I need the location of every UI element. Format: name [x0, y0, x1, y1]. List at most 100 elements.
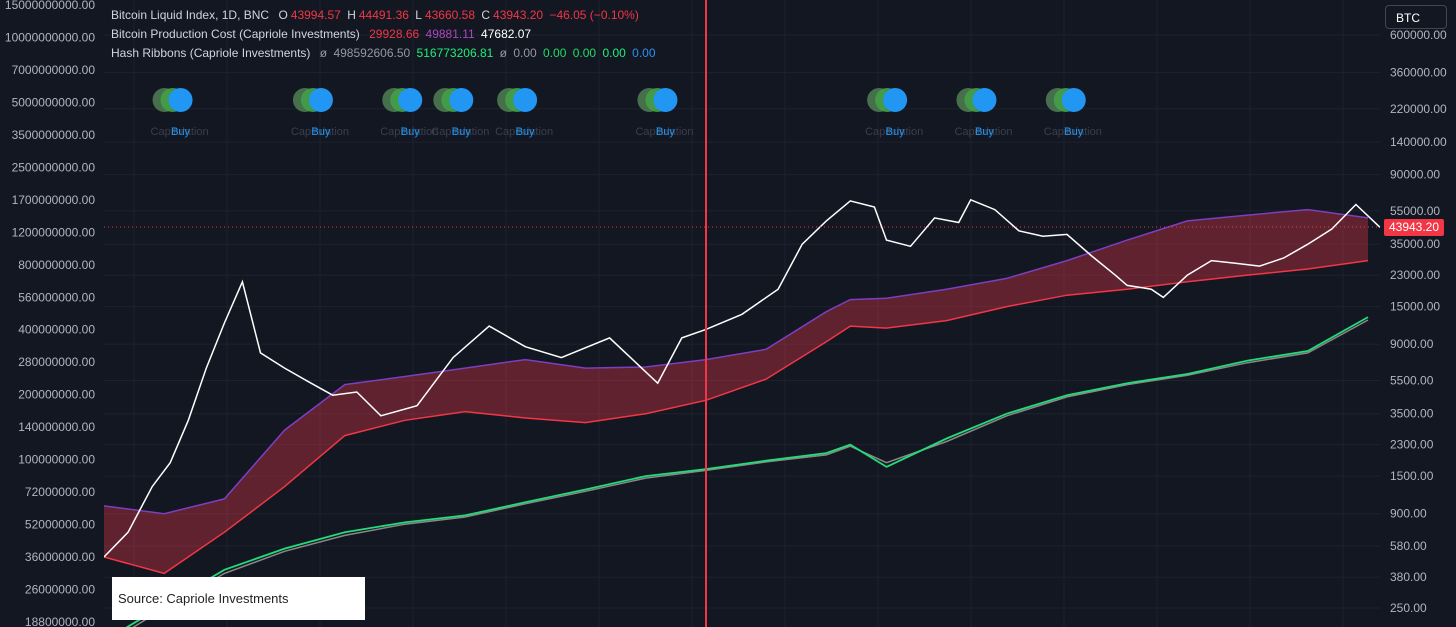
right-axis-tick: 1500.00 — [1390, 469, 1434, 483]
right-axis-tick: 580.00 — [1390, 539, 1427, 553]
left-axis-tick: 18800000.00 — [25, 615, 95, 627]
high-value: 44491.36 — [358, 8, 409, 22]
legend-row-production[interactable]: Bitcoin Production Cost (Capriole Invest… — [111, 25, 659, 44]
high-label: H — [347, 8, 356, 22]
capitulation-label: Capitulation — [635, 126, 693, 138]
buy-dot — [449, 88, 474, 112]
right-axis-tick: 250.00 — [1390, 601, 1427, 615]
close-label: C — [481, 8, 491, 22]
buy-label: Buy — [886, 126, 905, 138]
production-v1: 29928.66 — [369, 27, 420, 41]
open-label: O — [278, 8, 288, 22]
right-axis-tick: 90000.00 — [1390, 168, 1440, 182]
right-axis-tick: 55000.00 — [1390, 204, 1440, 218]
left-axis-tick: 3500000000.00 — [12, 128, 96, 142]
capitulation-label: Capitulation — [1044, 126, 1102, 138]
hash-sym1: ø — [319, 46, 328, 60]
right-axis-tick: 2300.00 — [1390, 438, 1434, 452]
buy-label: Buy — [171, 126, 190, 138]
price-series — [103, 198, 1381, 558]
left-axis-tick: 10000000000.00 — [5, 30, 95, 44]
buy-dot — [168, 88, 193, 112]
left-axis-tick: 5000000000.00 — [12, 95, 96, 109]
left-axis-tick: 280000000.00 — [18, 355, 95, 369]
hash-v7: 0.00 — [632, 46, 656, 60]
capitulation-label: Capitulation — [151, 126, 209, 138]
right-axis-tick: 900.00 — [1390, 507, 1427, 521]
right-axis-tick: 380.00 — [1390, 570, 1427, 584]
buy-dot — [653, 88, 678, 112]
left-price-axis[interactable]: 15000000000.00 10000000000.00 7000000000.0… — [0, 0, 104, 627]
last-price-tag: 43943.20 — [1384, 219, 1444, 236]
chart-legend: Bitcoin Liquid Index, 1D, BNC O 43994.57 … — [111, 6, 659, 63]
left-axis-tick: 26000000.00 — [25, 583, 95, 597]
left-axis-tick: 200000000.00 — [18, 388, 95, 402]
left-axis-tick: 72000000.00 — [25, 485, 95, 499]
hash-name: Hash Ribbons (Capriole Investments) — [111, 46, 311, 60]
right-axis-tick: 15000.00 — [1390, 300, 1440, 314]
right-axis-tick: 9000.00 — [1390, 337, 1434, 351]
right-axis-tick: 600000.00 — [1390, 28, 1447, 42]
capitulation-label: Capitulation — [495, 126, 553, 138]
source-label: Source: Capriole Investments — [112, 577, 365, 620]
buy-dot — [1061, 88, 1086, 112]
right-axis-tick: 5500.00 — [1390, 373, 1434, 387]
capitulation-label: Capitulation — [954, 126, 1012, 138]
buy-label: Buy — [401, 126, 420, 138]
buy-dot — [513, 88, 538, 112]
capitulation-label: Capitulation — [865, 126, 923, 138]
hash-fast-line — [125, 316, 1369, 627]
left-axis-tick: 1200000000.00 — [12, 225, 96, 239]
right-axis-tick: 23000.00 — [1390, 268, 1440, 282]
production-name: Bitcoin Production Cost (Capriole Invest… — [111, 27, 360, 41]
legend-row-index[interactable]: Bitcoin Liquid Index, 1D, BNC O 43994.57 … — [111, 6, 659, 25]
hash-ribbon-lines — [125, 316, 1369, 627]
buy-dot — [308, 88, 333, 112]
close-value: 43943.20 — [493, 8, 544, 22]
symbol-button[interactable]: BTC — [1385, 5, 1447, 29]
right-axis-tick: 35000.00 — [1390, 237, 1440, 251]
open-value: 43994.57 — [290, 8, 341, 22]
buy-dot — [883, 88, 908, 112]
production-upper-line — [103, 208, 1369, 515]
production-v3: 47682.07 — [481, 27, 532, 41]
left-axis-tick: 36000000.00 — [25, 550, 95, 564]
production-v2: 49881.11 — [425, 27, 475, 41]
capitulation-label: Capitulation — [291, 126, 349, 138]
buy-dot — [972, 88, 997, 112]
hash-slow-line — [132, 319, 1369, 627]
right-axis-tick: 140000.00 — [1390, 135, 1447, 149]
buy-label: Buy — [656, 126, 675, 138]
right-axis-tick: 360000.00 — [1390, 66, 1447, 80]
left-axis-tick: 2500000000.00 — [12, 160, 96, 174]
left-axis-tick: 1700000000.00 — [12, 193, 96, 207]
price-line — [103, 198, 1381, 558]
right-axis-bg — [1380, 0, 1456, 627]
left-axis-tick: 140000000.00 — [18, 420, 95, 434]
hash-v6: 0.00 — [602, 46, 626, 60]
hash-v2: 516773206.81 — [416, 46, 494, 60]
capitulation-label: Capitulation — [431, 126, 489, 138]
left-axis-bg — [0, 0, 104, 627]
hash-v4: 0.00 — [543, 46, 567, 60]
production-lower-line — [103, 259, 1369, 575]
right-axis-tick: 3500.00 — [1390, 407, 1434, 421]
buy-label: Buy — [1064, 126, 1083, 138]
left-axis-tick: 100000000.00 — [18, 453, 95, 467]
right-axis-tick: 220000.00 — [1390, 102, 1447, 116]
index-name: Bitcoin Liquid Index, 1D, BNC — [111, 8, 270, 22]
hash-v1: 498592606.50 — [333, 46, 411, 60]
buy-label: Buy — [975, 126, 994, 138]
left-axis-tick: 52000000.00 — [25, 518, 95, 532]
legend-row-hash[interactable]: Hash Ribbons (Capriole Investments) ø 49… — [111, 44, 659, 63]
buy-dot — [398, 88, 423, 112]
left-axis-tick: 560000000.00 — [18, 290, 95, 304]
left-axis-tick: 15000000000.00 — [5, 0, 95, 12]
low-label: L — [415, 8, 422, 22]
hash-sym2: ø — [499, 46, 507, 60]
low-value: 43660.58 — [424, 8, 476, 22]
right-price-axis[interactable]: 600000.00 360000.00 220000.00 140000.00 9000… — [1380, 0, 1456, 627]
